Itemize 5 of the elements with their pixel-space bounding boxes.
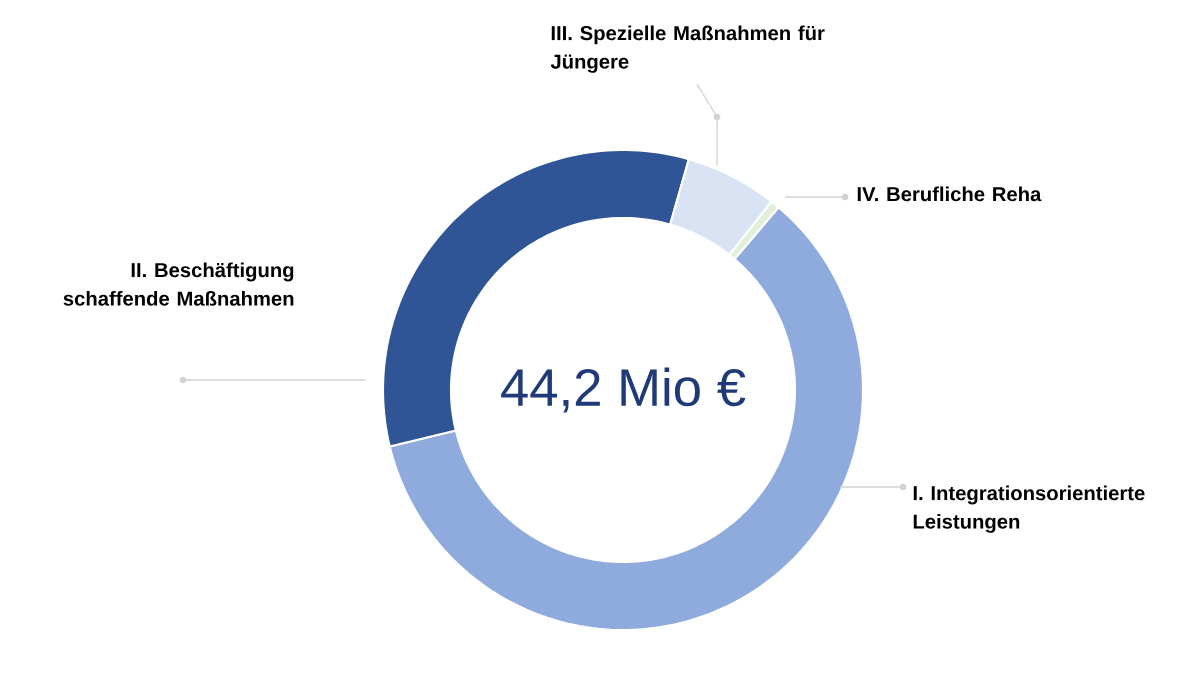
slice-label: III. Spezielle Maßnahmen für Jüngere [550, 25, 825, 73]
text: 44,2 Mio € [501, 367, 746, 413]
slice-label: I. Integrationsorientierte Leistungen [913, 485, 1145, 533]
slice-label: IV. Berufliche Reha [857, 186, 1042, 202]
slice-label: II. Beschäftigung schaffende Maßnahmen [63, 262, 294, 306]
